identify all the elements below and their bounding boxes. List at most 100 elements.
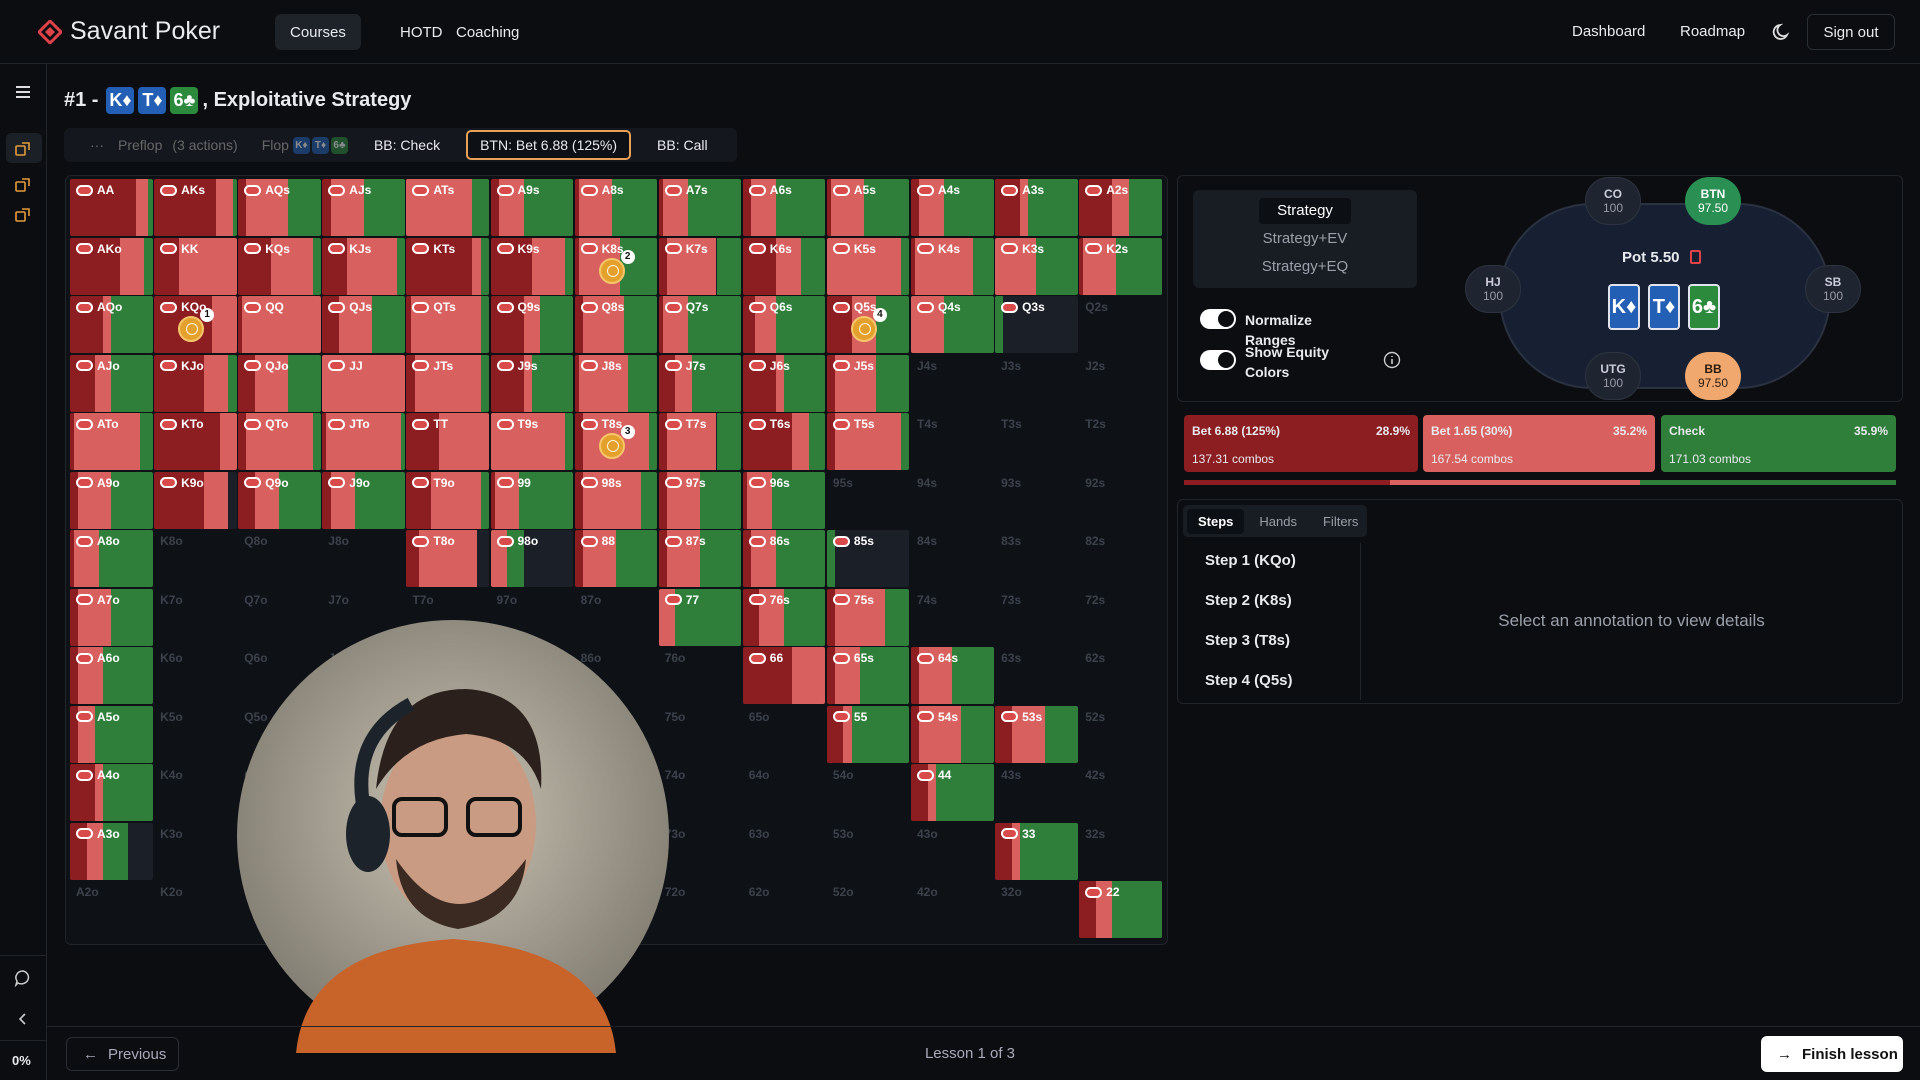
hand-cell[interactable]: K8o <box>154 530 237 587</box>
hand-cell[interactable]: A2o <box>70 881 153 938</box>
strategy-mode[interactable]: Strategy+EQ <box>1261 258 1349 275</box>
hand-cell[interactable]: 82s <box>1079 530 1162 587</box>
hand-cell[interactable]: ATo <box>70 413 153 470</box>
hand-cell[interactable]: AQo <box>70 296 153 353</box>
hand-cell[interactable]: 83s <box>995 530 1078 587</box>
hand-cell[interactable]: J2s <box>1079 355 1162 412</box>
hand-cell[interactable]: 98s <box>574 471 658 529</box>
hand-cell[interactable]: T5s <box>826 413 910 470</box>
hand-cell[interactable]: 43o <box>911 823 994 880</box>
hand-cell[interactable]: J9s <box>490 354 574 412</box>
hand-cell[interactable]: 72s <box>1079 589 1162 646</box>
hand-cell[interactable]: K5o <box>154 706 237 763</box>
hand-cell[interactable]: 86o <box>575 647 658 704</box>
theme-toggle[interactable] <box>1772 22 1792 42</box>
hand-cell[interactable]: Q9s <box>490 296 574 353</box>
seat[interactable]: BTN 97.50 <box>1685 177 1741 225</box>
hand-cell[interactable]: K7o <box>154 589 237 646</box>
hand-cell[interactable]: 32s <box>1079 823 1162 880</box>
hand-cell[interactable]: J7o <box>322 589 405 646</box>
hand-cell[interactable]: Q9o <box>238 471 321 529</box>
hand-cell[interactable]: 73s <box>995 589 1078 646</box>
hand-cell[interactable]: K3o <box>154 823 237 880</box>
hand-cell[interactable]: 63s <box>995 647 1078 704</box>
hand-cell[interactable]: T4s <box>911 413 994 470</box>
hand-cell[interactable]: 63o <box>743 823 826 880</box>
hand-cell[interactable]: A9s <box>490 179 574 236</box>
hand-cell[interactable]: Q6s <box>742 296 826 353</box>
hand-cell[interactable]: ATs <box>406 179 489 236</box>
hand-cell[interactable]: 87s <box>658 530 742 587</box>
hand-cell[interactable]: A7o <box>70 588 153 646</box>
hand-cell[interactable]: T8s 3 <box>574 413 658 470</box>
annotation-marker[interactable] <box>598 433 625 459</box>
hand-cell[interactable]: J5s <box>826 354 910 412</box>
hand-cell[interactable]: AKs <box>154 179 237 236</box>
action-summary[interactable]: Bet 1.65 (30%) 35.2% 167.54 combos <box>1423 415 1655 472</box>
hand-cell[interactable]: QTo <box>238 413 321 470</box>
hand-cell[interactable]: T9o <box>406 471 489 529</box>
seat[interactable]: BB 97.50 <box>1685 352 1741 400</box>
hand-cell[interactable]: J8o <box>322 530 405 587</box>
hand-cell[interactable]: J9o <box>322 471 405 529</box>
hand-cell[interactable]: 42s <box>1079 764 1162 821</box>
hand-cell[interactable]: A8o <box>70 530 153 587</box>
hand-cell[interactable]: T6s <box>742 413 826 470</box>
hand-cell[interactable]: AA <box>70 179 153 236</box>
annotation-marker[interactable] <box>598 257 625 284</box>
action-summary[interactable]: Check 35.9% 171.03 combos <box>1661 415 1896 472</box>
hand-cell[interactable]: 53o <box>827 823 910 880</box>
hand-cell[interactable]: 65o <box>743 706 826 763</box>
hand-cell[interactable]: 32o <box>995 881 1078 938</box>
nav-link[interactable]: Courses <box>275 14 361 50</box>
annotation-marker[interactable] <box>178 316 205 342</box>
crumb-action[interactable]: BB: Check <box>373 137 441 153</box>
annotation-marker[interactable] <box>850 316 877 342</box>
hand-cell[interactable]: Q8o <box>238 530 321 587</box>
hand-cell[interactable]: T9s <box>490 413 574 470</box>
hand-cell[interactable]: 53s <box>995 705 1078 763</box>
hand-cell[interactable]: A5s <box>826 179 910 236</box>
hand-cell[interactable]: J3s <box>995 355 1078 412</box>
seat[interactable]: HJ 100 <box>1465 265 1521 313</box>
hand-cell[interactable]: Q5s 4 <box>826 296 910 353</box>
hand-cell[interactable]: JJ <box>322 354 405 412</box>
hand-cell[interactable]: T3s <box>995 413 1078 470</box>
brand[interactable]: Savant Poker <box>70 17 221 45</box>
hand-cell[interactable]: 52s <box>1079 706 1162 763</box>
hand-cell[interactable]: A9o <box>70 471 153 529</box>
info-icon[interactable] <box>1382 350 1402 370</box>
toggle-switch[interactable] <box>1200 309 1236 329</box>
hand-cell[interactable]: 22 <box>1079 881 1162 938</box>
hand-cell[interactable]: 95s <box>827 472 910 529</box>
hand-cell[interactable]: 64s <box>911 647 994 704</box>
hand-cell[interactable]: 72o <box>659 881 742 938</box>
crumb-action[interactable]: BB: Call <box>657 137 708 153</box>
hand-cell[interactable]: KQo 1 <box>154 296 237 353</box>
hand-cell[interactable]: K5s <box>826 237 910 295</box>
hand-cell[interactable]: 93s <box>995 472 1078 529</box>
hand-cell[interactable]: 54s <box>911 705 994 763</box>
hand-cell[interactable]: 42o <box>911 881 994 938</box>
finish-button[interactable]: → Finish lesson <box>1761 1036 1903 1072</box>
hand-cell[interactable]: 66 <box>742 647 826 704</box>
hand-cell[interactable]: A6o <box>70 647 153 704</box>
hand-cell[interactable]: 97s <box>658 471 742 529</box>
hand-cell[interactable]: 88 <box>574 530 658 587</box>
hand-cell[interactable]: Q2s <box>1079 296 1162 353</box>
nav-link[interactable]: Roadmap <box>1680 23 1746 40</box>
hand-cell[interactable]: 44 <box>911 764 994 821</box>
crumb-action[interactable]: BTN: Bet 6.88 (125%) <box>466 130 632 160</box>
hand-cell[interactable]: 77 <box>658 588 742 646</box>
hand-cell[interactable]: K6s <box>742 237 826 295</box>
hand-cell[interactable]: Q4s <box>911 296 994 353</box>
hand-cell[interactable]: K4o <box>154 764 237 821</box>
hand-cell[interactable]: 54o <box>827 764 910 821</box>
hand-cell[interactable]: KQs <box>238 237 321 295</box>
hand-cell[interactable]: Q8s <box>574 296 658 353</box>
lesson-icons[interactable] <box>14 140 32 222</box>
hand-cell[interactable]: 87o <box>575 589 658 646</box>
strategy-mode[interactable]: Strategy+EV <box>1262 230 1348 247</box>
hand-cell[interactable]: 98o <box>490 530 574 587</box>
seat[interactable]: UTG 100 <box>1585 352 1641 400</box>
